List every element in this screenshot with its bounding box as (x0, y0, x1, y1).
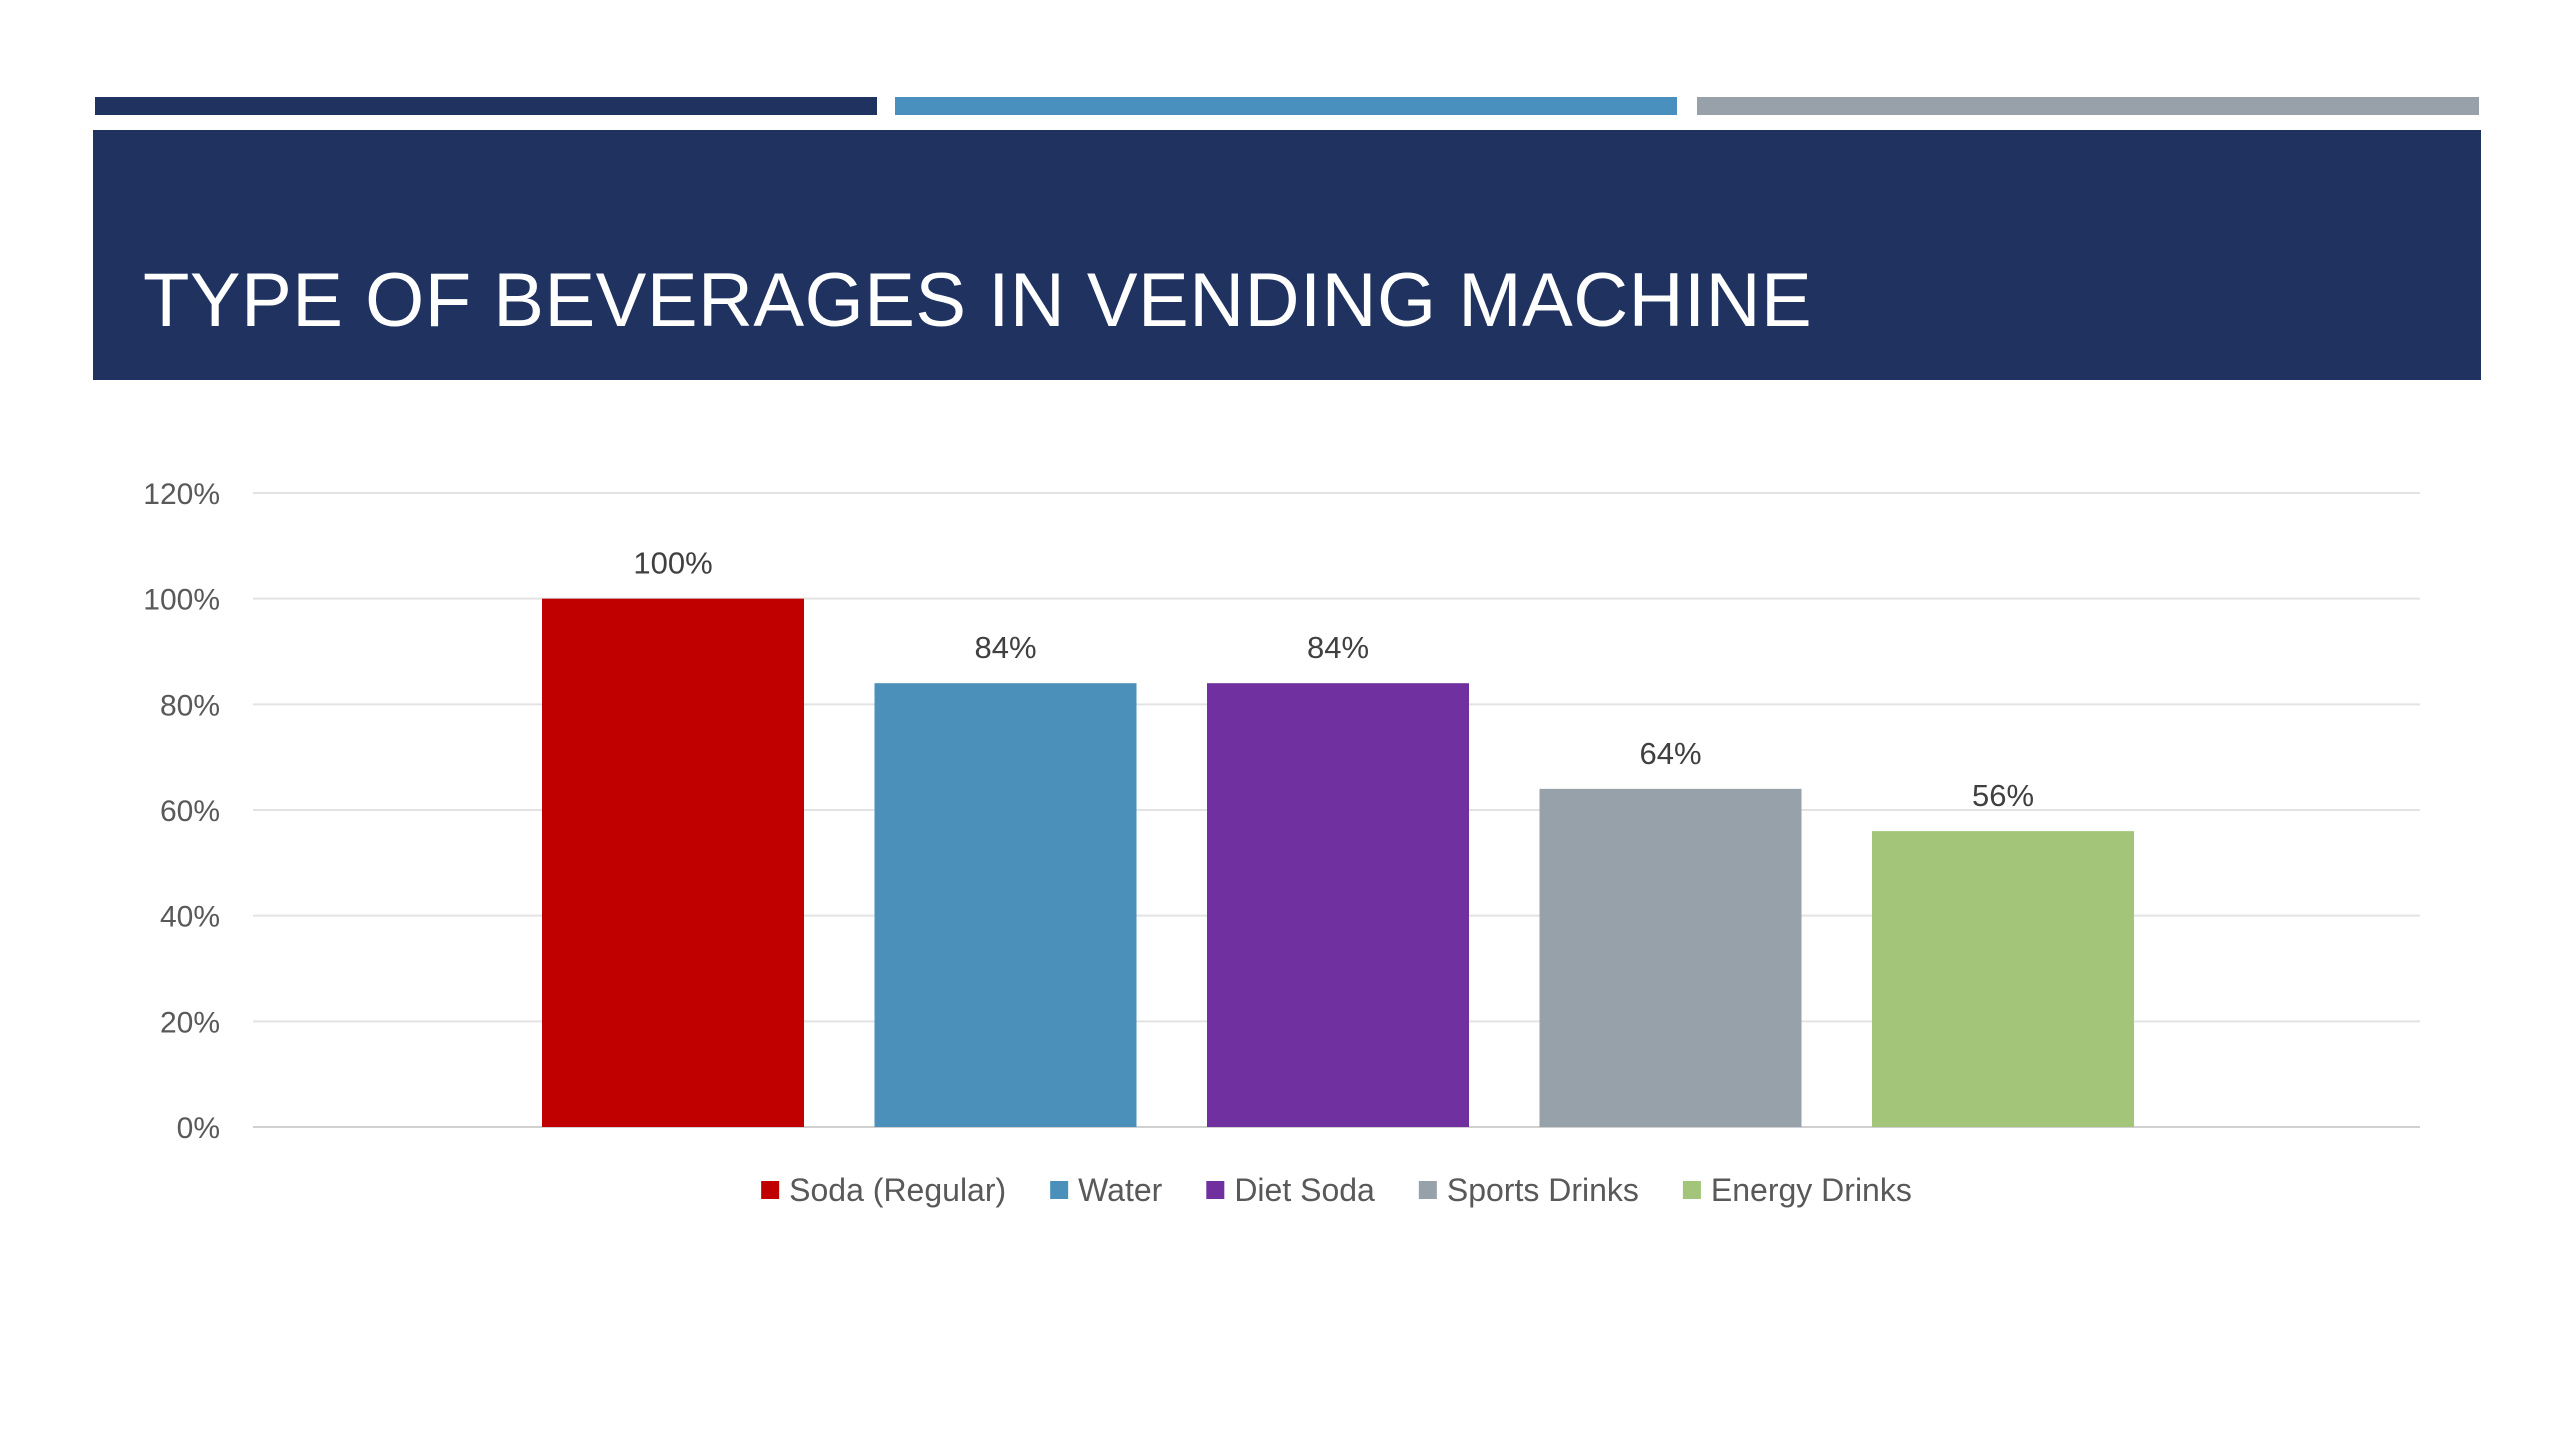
y-tick-label: 0% (177, 1112, 220, 1145)
legend-swatch (1682, 1181, 1701, 1199)
accent-bar-gray (1697, 97, 2479, 115)
data-label: 100% (633, 546, 712, 581)
bar-energy-drinks (1872, 831, 2134, 1127)
accent-bar-blue (895, 97, 1677, 115)
bars (542, 598, 2134, 1127)
legend-label: Water (1078, 1172, 1163, 1208)
data-labels: 100% 84% 84% 64% 56% (633, 546, 2034, 813)
y-tick-label: 40% (160, 901, 220, 934)
bar-water (874, 683, 1137, 1127)
legend-swatch (1418, 1181, 1437, 1199)
y-tick-label: 120% (143, 478, 220, 511)
data-label: 56% (1972, 778, 2034, 813)
legend-swatch (1050, 1181, 1069, 1199)
y-tick-label: 20% (160, 1006, 220, 1039)
legend-label: Diet Soda (1234, 1172, 1375, 1208)
y-tick-label: 80% (160, 689, 220, 722)
y-tick-label: 100% (143, 584, 220, 617)
accent-bar-navy (95, 97, 877, 115)
legend-swatch (761, 1181, 780, 1199)
data-label: 84% (974, 630, 1036, 665)
legend: Soda (Regular) Water Diet Soda Sports Drink… (761, 1172, 1912, 1208)
data-label: 84% (1307, 630, 1369, 665)
y-tick-label: 60% (160, 795, 220, 828)
legend-label: Soda (Regular) (789, 1172, 1006, 1208)
legend-swatch (1206, 1181, 1225, 1199)
data-label: 64% (1639, 736, 1701, 771)
title-band: TYPE OF BEVERAGES IN VENDING MACHINE (93, 130, 2481, 380)
y-axis-ticks: 0% 20% 40% 60% 80% 100% 120% (143, 478, 220, 1145)
slide-title: TYPE OF BEVERAGES IN VENDING MACHINE (143, 258, 1813, 343)
legend-label: Energy Drinks (1711, 1172, 1912, 1208)
bar-soda-regular (542, 598, 804, 1127)
bar-diet-soda (1207, 683, 1469, 1127)
bar-sports-drinks (1539, 788, 1802, 1127)
legend-label: Sports Drinks (1447, 1172, 1639, 1208)
